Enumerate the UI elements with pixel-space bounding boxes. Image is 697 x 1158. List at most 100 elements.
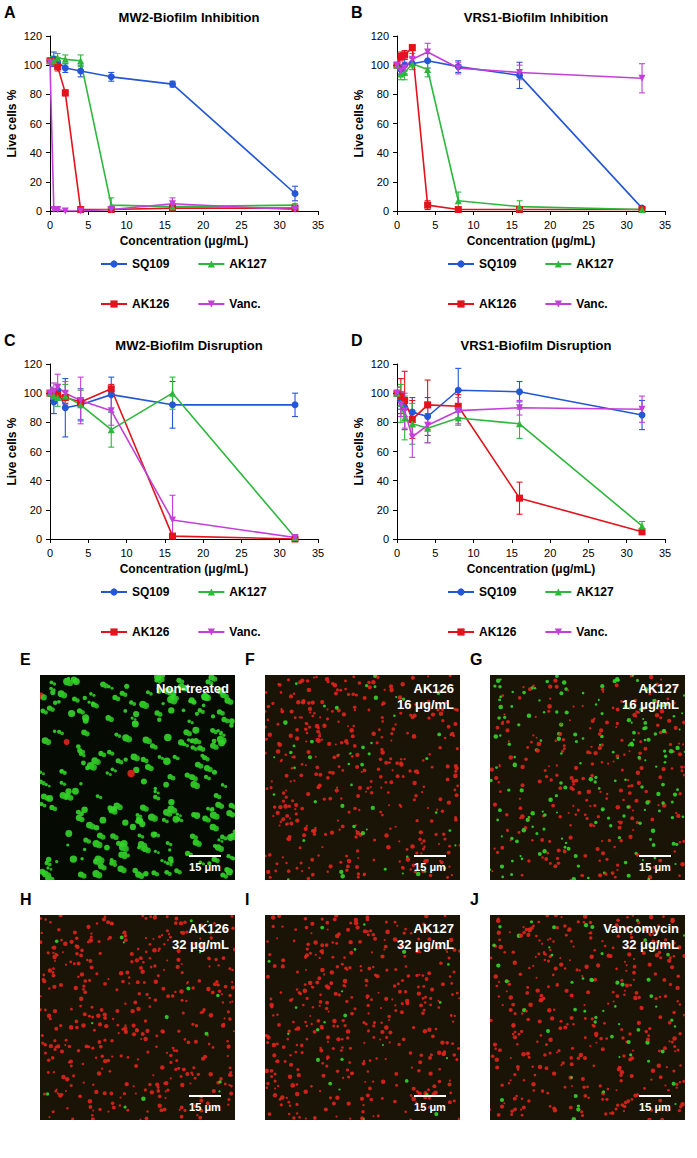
- svg-text:15: 15: [506, 219, 518, 231]
- svg-text:5: 5: [432, 219, 438, 231]
- svg-text:AK126: AK126: [414, 681, 454, 696]
- svg-text:Concentration (μg/mL): Concentration (μg/mL): [467, 562, 596, 576]
- svg-text:60: 60: [30, 446, 42, 458]
- svg-text:D: D: [351, 332, 363, 349]
- svg-text:35: 35: [659, 219, 671, 231]
- svg-text:Live cells %: Live cells %: [352, 417, 366, 485]
- svg-text:0: 0: [47, 219, 53, 231]
- svg-text:MW2-Biofilm Inhibition: MW2-Biofilm Inhibition: [119, 10, 260, 25]
- svg-text:32 μg/mL: 32 μg/mL: [622, 937, 679, 952]
- svg-text:40: 40: [377, 475, 389, 487]
- svg-text:AK127: AK127: [229, 585, 267, 599]
- svg-text:15 μm: 15 μm: [639, 861, 671, 873]
- svg-text:AK126: AK126: [479, 625, 517, 639]
- svg-text:20: 20: [544, 219, 556, 231]
- svg-text:C: C: [4, 332, 16, 349]
- svg-text:80: 80: [377, 416, 389, 428]
- svg-text:25: 25: [582, 219, 594, 231]
- svg-text:AK126: AK126: [479, 297, 517, 311]
- svg-text:100: 100: [371, 387, 389, 399]
- svg-text:AK127: AK127: [414, 921, 454, 936]
- svg-text:80: 80: [30, 88, 42, 100]
- svg-text:100: 100: [371, 59, 389, 71]
- svg-text:15 μm: 15 μm: [414, 1101, 446, 1113]
- svg-text:Vanc.: Vanc.: [229, 297, 260, 311]
- svg-text:35: 35: [312, 219, 324, 231]
- svg-text:G: G: [470, 651, 482, 668]
- svg-text:20: 20: [544, 547, 556, 559]
- svg-text:20: 20: [197, 547, 209, 559]
- svg-text:120: 120: [371, 30, 389, 42]
- svg-text:Non-treated: Non-treated: [156, 681, 229, 696]
- svg-text:15 μm: 15 μm: [414, 861, 446, 873]
- svg-text:AK126: AK126: [132, 297, 170, 311]
- svg-text:5: 5: [85, 547, 91, 559]
- svg-text:60: 60: [377, 446, 389, 458]
- svg-text:35: 35: [659, 547, 671, 559]
- svg-text:Vancomycin: Vancomycin: [603, 921, 679, 936]
- svg-text:35: 35: [312, 547, 324, 559]
- svg-text:J: J: [470, 891, 479, 908]
- svg-text:20: 20: [30, 176, 42, 188]
- svg-text:120: 120: [24, 358, 42, 370]
- svg-text:E: E: [20, 651, 31, 668]
- svg-text:20: 20: [30, 504, 42, 516]
- svg-text:B: B: [351, 4, 363, 21]
- svg-text:MW2-Biofilm Disruption: MW2-Biofilm Disruption: [115, 338, 262, 353]
- svg-text:40: 40: [30, 475, 42, 487]
- svg-text:10: 10: [467, 547, 479, 559]
- svg-text:15 μm: 15 μm: [639, 1101, 671, 1113]
- svg-text:10: 10: [467, 219, 479, 231]
- svg-text:Live cells %: Live cells %: [5, 89, 19, 157]
- svg-text:0: 0: [383, 533, 389, 545]
- svg-text:Concentration (μg/mL): Concentration (μg/mL): [467, 234, 596, 248]
- svg-text:16 μg/mL: 16 μg/mL: [622, 697, 679, 712]
- svg-text:Concentration (μg/mL): Concentration (μg/mL): [120, 562, 249, 576]
- svg-text:60: 60: [30, 118, 42, 130]
- svg-text:30: 30: [621, 547, 633, 559]
- svg-text:10: 10: [120, 219, 132, 231]
- svg-text:AK127: AK127: [229, 257, 267, 271]
- svg-text:0: 0: [36, 205, 42, 217]
- svg-text:F: F: [245, 651, 255, 668]
- svg-text:I: I: [245, 891, 249, 908]
- svg-text:30: 30: [274, 547, 286, 559]
- svg-text:120: 120: [371, 358, 389, 370]
- svg-text:120: 120: [24, 30, 42, 42]
- svg-text:Vanc.: Vanc.: [576, 625, 607, 639]
- svg-text:32 μg/mL: 32 μg/mL: [172, 937, 229, 952]
- svg-text:15: 15: [159, 547, 171, 559]
- svg-text:30: 30: [621, 219, 633, 231]
- svg-text:60: 60: [377, 118, 389, 130]
- svg-text:AK126: AK126: [132, 625, 170, 639]
- svg-text:AK127: AK127: [576, 585, 614, 599]
- svg-text:Vanc.: Vanc.: [229, 625, 260, 639]
- svg-text:20: 20: [197, 219, 209, 231]
- svg-text:Vanc.: Vanc.: [576, 297, 607, 311]
- svg-text:100: 100: [24, 59, 42, 71]
- svg-text:5: 5: [432, 547, 438, 559]
- svg-text:AK127: AK127: [576, 257, 614, 271]
- svg-text:VRS1-Biofilm Disruption: VRS1-Biofilm Disruption: [461, 338, 612, 353]
- svg-text:40: 40: [377, 147, 389, 159]
- svg-text:SQ109: SQ109: [132, 585, 170, 599]
- svg-text:30: 30: [274, 219, 286, 231]
- svg-text:0: 0: [47, 547, 53, 559]
- svg-text:0: 0: [36, 533, 42, 545]
- svg-text:0: 0: [394, 547, 400, 559]
- svg-text:0: 0: [394, 219, 400, 231]
- svg-text:5: 5: [85, 219, 91, 231]
- svg-text:15 μm: 15 μm: [189, 1101, 221, 1113]
- svg-text:10: 10: [120, 547, 132, 559]
- svg-text:Concentration (μg/mL): Concentration (μg/mL): [120, 234, 249, 248]
- svg-text:0: 0: [383, 205, 389, 217]
- svg-text:20: 20: [377, 504, 389, 516]
- svg-text:SQ109: SQ109: [132, 257, 170, 271]
- svg-text:Live cells %: Live cells %: [352, 89, 366, 157]
- svg-text:16 μg/mL: 16 μg/mL: [397, 697, 454, 712]
- svg-text:AK127: AK127: [639, 681, 679, 696]
- svg-text:AK126: AK126: [189, 921, 229, 936]
- svg-text:25: 25: [235, 547, 247, 559]
- svg-text:80: 80: [30, 416, 42, 428]
- svg-text:H: H: [20, 891, 32, 908]
